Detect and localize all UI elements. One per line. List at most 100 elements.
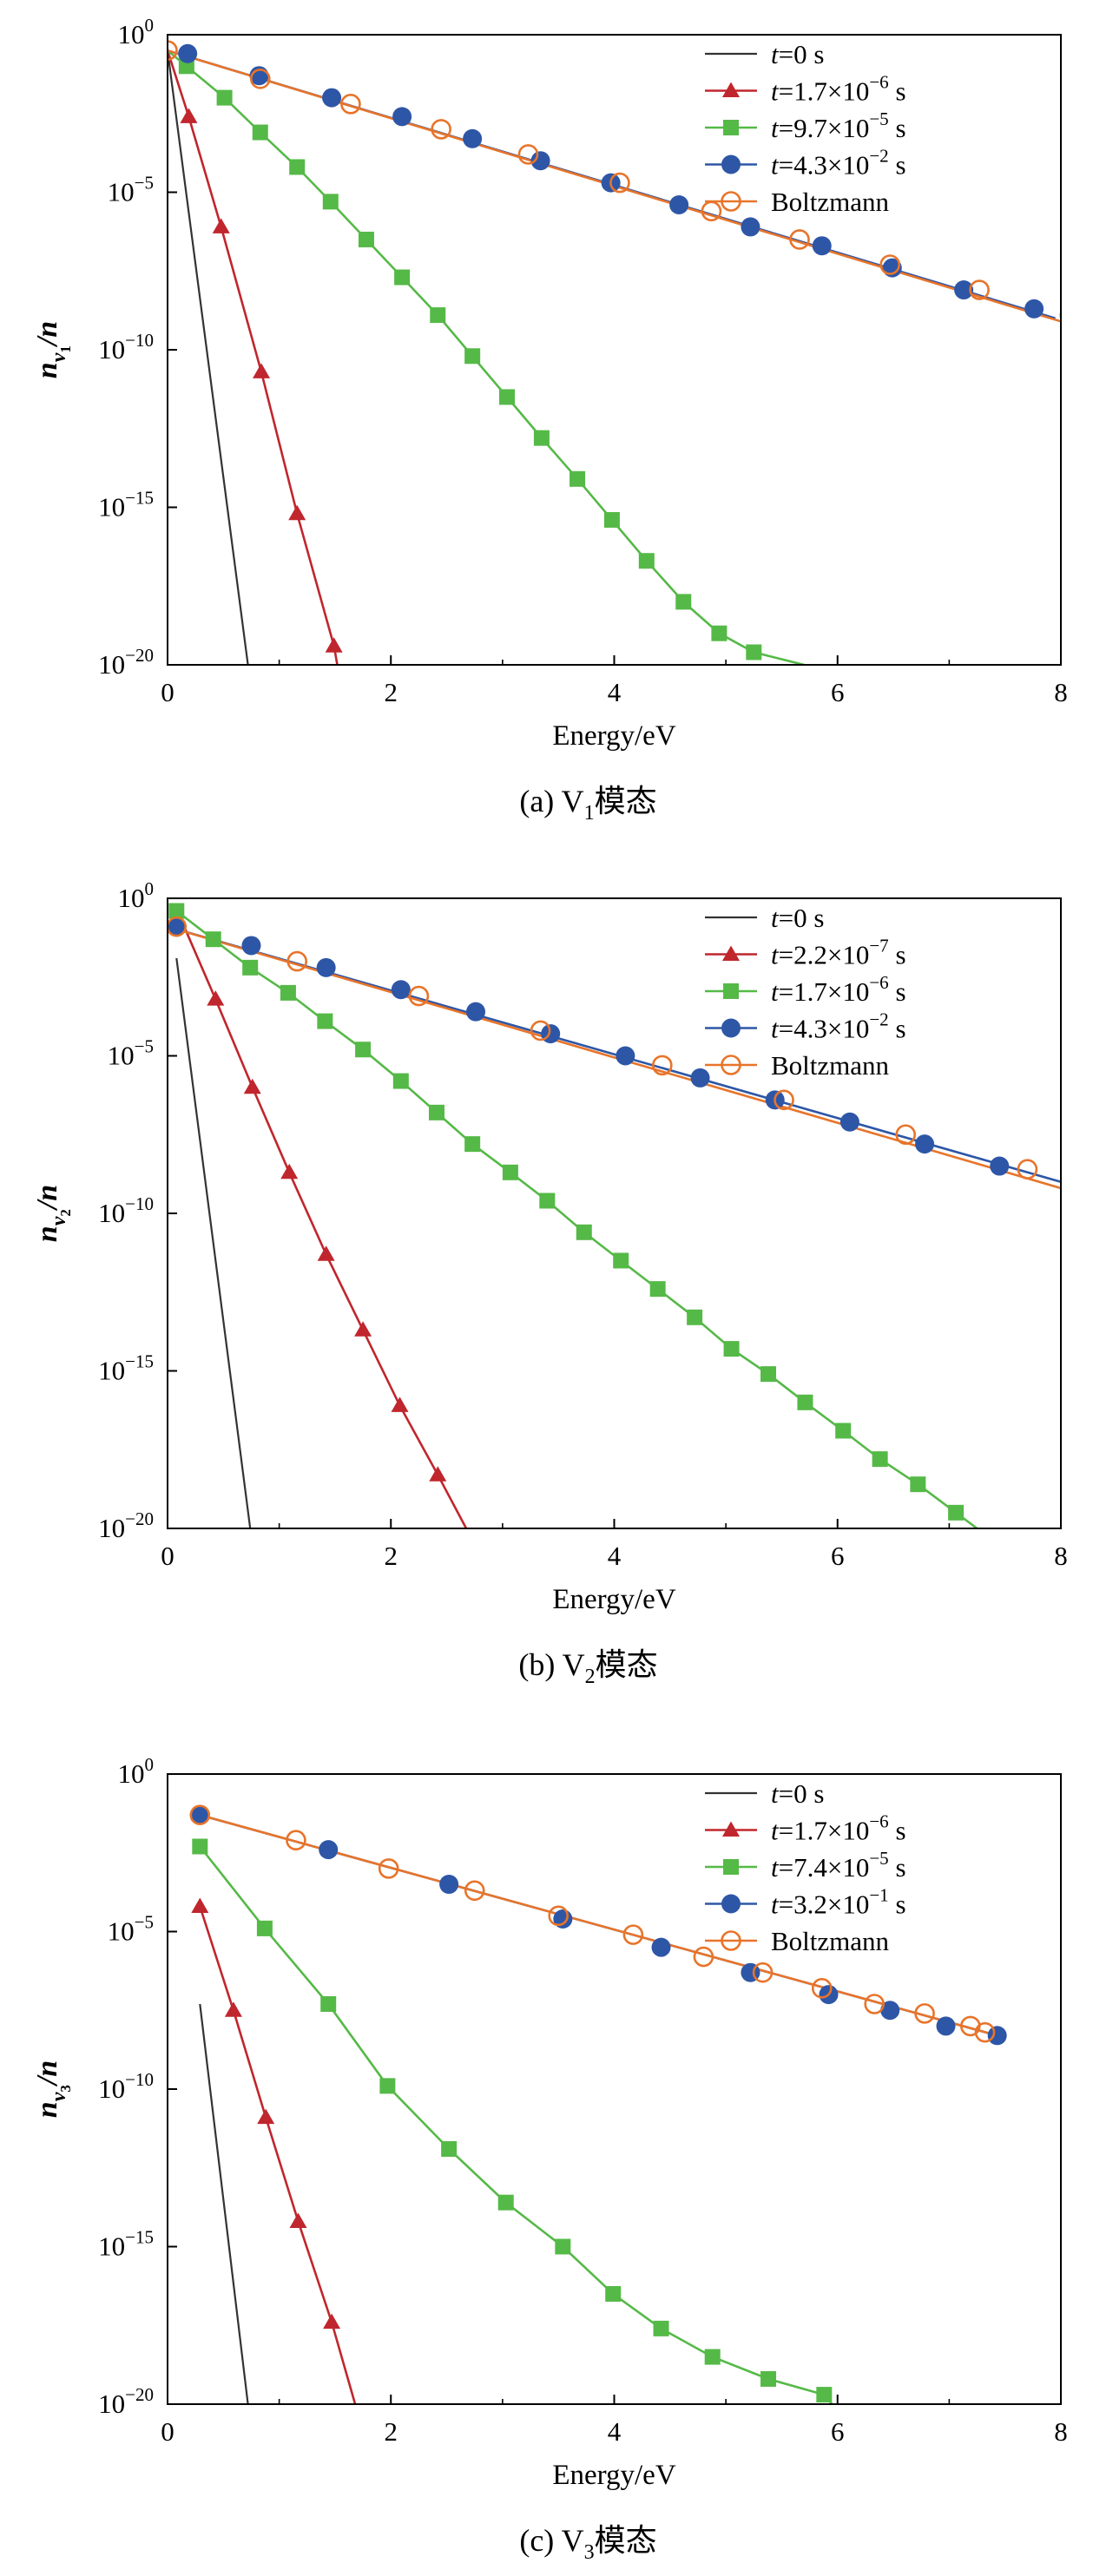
y-tick-label: 100	[118, 878, 155, 913]
data-point-s3-2	[216, 89, 233, 106]
data-point-s4-1	[190, 1805, 210, 1825]
y-tick-label: 10−5	[108, 1036, 154, 1071]
data-point-s3-10	[502, 1164, 518, 1180]
data-point-s4-1	[168, 917, 187, 936]
data-point-s4-2	[241, 936, 261, 956]
panel-caption: (a) V1模态	[519, 784, 656, 825]
data-point-s5-3	[340, 94, 361, 115]
data-point-s2-3	[253, 363, 271, 378]
data-point-s5-6	[609, 172, 630, 194]
data-point-s4-13	[1024, 299, 1044, 319]
y-tick-label: 10−20	[98, 1508, 154, 1543]
x-tick-label: 8	[1054, 2416, 1068, 2447]
data-point-s5-7	[701, 200, 722, 222]
legend-label-4: t=3.2×10−1 s	[771, 1885, 906, 1920]
data-point-s3-3	[242, 959, 259, 976]
data-point-s3-7	[392, 1073, 409, 1089]
data-point-s3-16	[711, 625, 728, 641]
data-point-s3-14	[649, 1281, 666, 1298]
data-point-s4-8	[880, 2001, 900, 2021]
data-point-s3-10	[704, 2349, 721, 2365]
data-point-s3-10	[499, 389, 516, 405]
y-tick-label: 10−5	[108, 1912, 154, 1947]
legend-marker	[721, 1055, 741, 1075]
data-point-s4-2	[319, 1840, 339, 1860]
y-tick-label: 100	[118, 15, 155, 49]
data-point-s4-8	[669, 195, 689, 215]
data-point-s5-8	[789, 229, 810, 250]
x-tick-label: 2	[385, 2416, 398, 2447]
data-point-s4-9	[741, 217, 760, 237]
legend-marker	[722, 1821, 740, 1837]
y-tick-label: 10−10	[98, 330, 154, 365]
data-point-s3-8	[428, 1104, 444, 1120]
data-point-s3-16	[723, 1341, 740, 1357]
x-axis-label: Energy/eV	[552, 1584, 676, 1615]
x-tick-label: 2	[385, 677, 398, 707]
legend-marker	[723, 1859, 739, 1875]
data-point-s3-3	[252, 124, 268, 141]
data-point-s3-13	[613, 1252, 629, 1269]
data-point-s2-1	[191, 1897, 209, 1913]
x-tick-label: 6	[831, 1541, 845, 1571]
data-point-s3-24	[1023, 1559, 1038, 1574]
data-point-s2-1	[180, 108, 198, 123]
data-point-s2-5	[354, 1321, 372, 1337]
data-point-s2-6	[391, 1396, 409, 1412]
data-point-s4-6	[541, 1024, 561, 1044]
data-point-s5-2	[286, 950, 308, 972]
data-point-s5-1	[189, 1804, 211, 1825]
x-tick-label: 0	[161, 677, 174, 707]
data-point-s4-5	[463, 128, 483, 148]
data-point-s4-7	[616, 1046, 635, 1066]
series-line-3	[199, 1845, 833, 2404]
data-point-s3-14	[638, 553, 655, 569]
data-point-s3-12	[570, 470, 586, 487]
data-point-s5-1	[168, 40, 178, 61]
data-point-s3-4	[289, 159, 306, 175]
legend-marker	[723, 120, 739, 135]
series-line-2	[168, 49, 339, 665]
y-tick-label: 10−15	[98, 2227, 154, 2262]
y-axis-label: nv1/n	[31, 321, 74, 378]
legend: t=0 st=1.7×10−6 st=9.7×10−5 st=4.3×10−2 …	[705, 39, 906, 217]
data-point-s3-12	[816, 2387, 833, 2403]
data-point-s5-11	[914, 2003, 935, 2024]
y-tick-label: 10−20	[98, 645, 154, 680]
legend: t=0 st=2.2×10−7 st=1.7×10−6 st=4.3×10−2 …	[705, 903, 906, 1081]
data-point-s3-12	[576, 1224, 592, 1240]
y-tick-label: 100	[118, 1754, 155, 1789]
x-tick-label: 0	[161, 1541, 174, 1571]
data-point-s5-4	[530, 1020, 551, 1042]
legend-label-5: Boltzmann	[771, 1926, 890, 1956]
x-axis-label: Energy/eV	[552, 2460, 676, 2491]
data-point-s3-3	[320, 1995, 337, 2012]
data-point-s5-2	[286, 1830, 306, 1851]
data-point-s5-5	[652, 1055, 673, 1076]
series-line-2	[199, 1906, 357, 2404]
data-point-s4-1	[178, 43, 198, 63]
data-point-s5-9	[811, 1978, 833, 1999]
y-tick-label: 10−10	[98, 2069, 154, 2104]
data-point-s2-3	[257, 2108, 275, 2125]
legend-label-3: t=1.7×10−6 s	[771, 972, 906, 1007]
legend-marker	[722, 945, 740, 961]
x-tick-label: 6	[831, 2416, 845, 2447]
data-point-s4-10	[812, 236, 832, 256]
data-point-s3-9	[464, 348, 481, 365]
data-point-s3-11	[760, 2370, 777, 2387]
data-point-s2-4	[289, 2212, 307, 2228]
data-point-s3-11	[533, 430, 550, 446]
legend-marker	[722, 82, 740, 97]
x-tick-label: 4	[608, 1541, 622, 1571]
chart-panel-1: 0 2 4 6 8 100 10−5 10−10 10−15 10−20 Energy/eV nv1/…	[31, 15, 1068, 825]
data-point-s5-7	[895, 1124, 917, 1146]
legend-marker	[721, 1930, 741, 1951]
data-point-s3-5	[317, 1013, 333, 1029]
legend-marker	[721, 191, 741, 212]
legend-label-1: t=0 s	[771, 903, 824, 933]
data-point-s2-4	[288, 504, 306, 521]
data-point-s3-20	[872, 1451, 888, 1468]
data-point-s4-12	[990, 1156, 1010, 1176]
